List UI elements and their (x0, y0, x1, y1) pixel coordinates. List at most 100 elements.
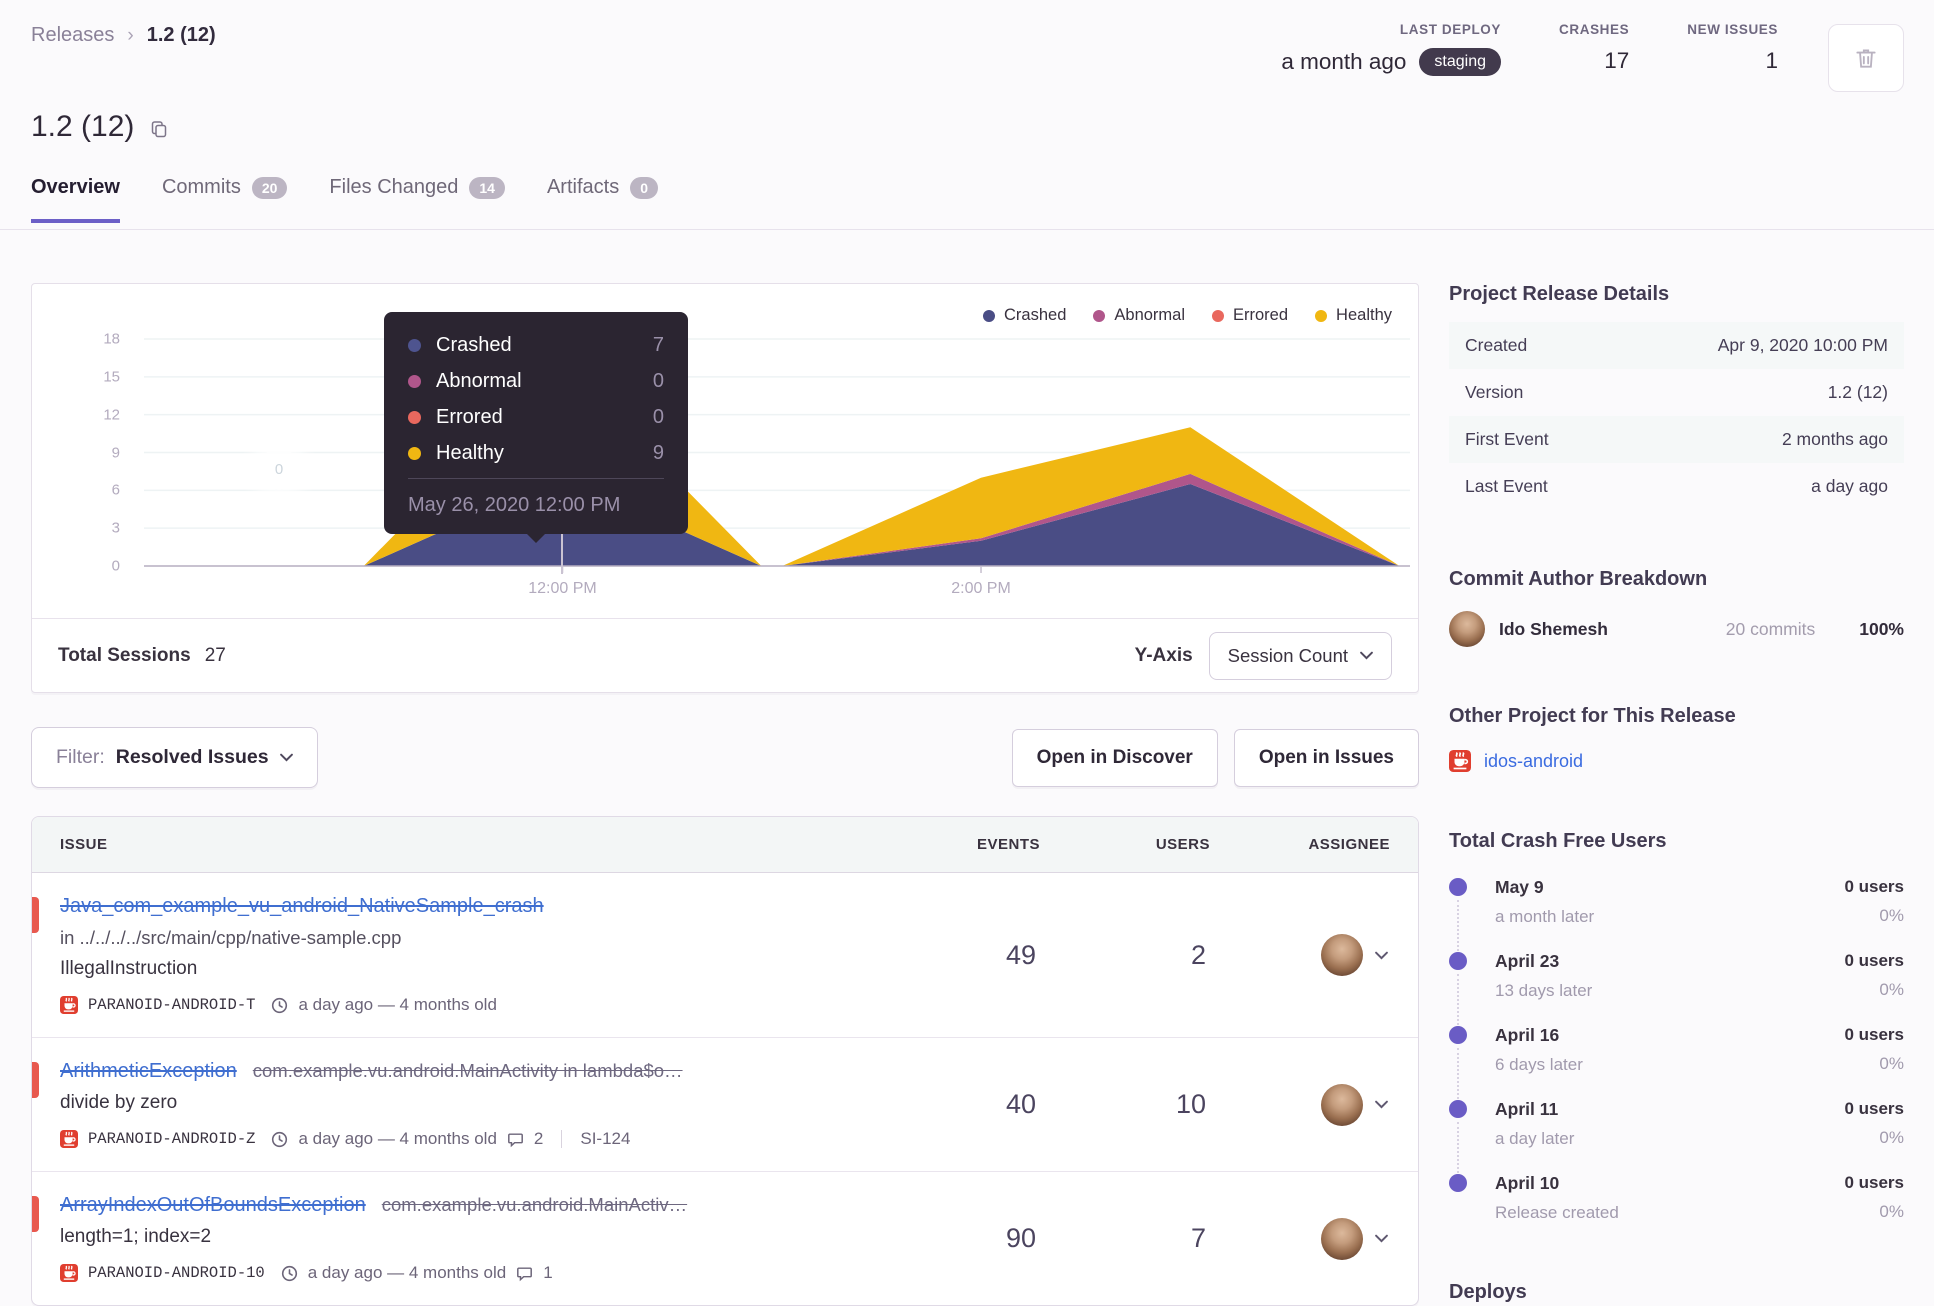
project-release-details-section: Project Release Details Created Apr 9, 20… (1449, 283, 1904, 510)
y-tick-label: 3 (111, 519, 120, 537)
header-stats: LAST DEPLOY a month ago staging CRASHES … (1281, 22, 1904, 92)
legend-label: Crashed (1004, 306, 1067, 324)
tooltip-date: May 26, 2020 12:00 PM (408, 478, 664, 517)
crash-free-date: May 9 (1495, 877, 1544, 897)
timeline-dot-icon (1449, 878, 1467, 896)
sessions-chart: Crashed Abnormal Errored Healthy 0 3 6 9 12 15 18… (32, 296, 1418, 618)
open-in-issues-button[interactable]: Open in Issues (1233, 728, 1419, 787)
legend-item-healthy[interactable]: Healthy (1315, 306, 1392, 325)
users-count: 10 (1175, 1089, 1206, 1119)
chevron-down-icon (1375, 1234, 1388, 1243)
stat-value: 1 (1765, 48, 1778, 73)
assignee-dropdown[interactable] (1210, 1194, 1390, 1283)
timeline-dot-icon (1449, 1100, 1467, 1118)
events-count: 40 (1005, 1089, 1036, 1119)
comment-count: 1 (543, 1263, 553, 1282)
tooltip-rows: Crashed 7 Abnormal 0 Errored 0 Healthy 9 (408, 334, 664, 465)
crash-free-item: April 23 13 days later 0 users 0% (1449, 951, 1904, 1025)
project-slug: PARANOID-ANDROID-T (88, 996, 256, 1014)
column-assignee: ASSIGNEE (1308, 836, 1390, 853)
issue-title-link[interactable]: Java_com_example_vu_android_NativeSample… (60, 895, 544, 917)
users-count: 2 (1190, 939, 1206, 970)
meta-divider (561, 1130, 563, 1148)
breadcrumb-current: 1.2 (12) (146, 24, 216, 46)
detail-label: Version (1465, 382, 1524, 402)
chart-legend: Crashed Abnormal Errored Healthy (983, 306, 1392, 325)
issue-cell: ArithmeticException com.example.vu.androi… (60, 1060, 870, 1149)
crash-free-users: 0 users (1844, 1099, 1904, 1118)
tabs-divider (0, 229, 1934, 230)
crash-free-date: April 11 (1495, 1099, 1559, 1119)
issue-title-link[interactable]: ArrayIndexOutOfBoundsException (60, 1194, 366, 1216)
column-events: EVENTS (976, 836, 1040, 853)
issue-culprit: com.example.vu.android.MainActivity in l… (252, 1060, 683, 1081)
crash-free-users: 0 users (1844, 877, 1904, 896)
other-project-name: idos-android (1484, 750, 1584, 771)
crash-free-percent: 0% (1879, 980, 1904, 999)
tooltip-series-label: Healthy (436, 442, 504, 464)
issue-annotation: SI-124 (580, 1129, 631, 1148)
crash-free-relative: 6 days later (1495, 1055, 1583, 1074)
assignee-dropdown[interactable] (1210, 895, 1390, 1015)
crash-free-item-right: 0 users 0% (1844, 1099, 1904, 1149)
detail-value: 1.2 (12) (1827, 382, 1888, 402)
detail-row-last-event: Last Event a day ago (1449, 463, 1904, 510)
legend-item-abnormal[interactable]: Abnormal (1093, 306, 1185, 325)
chart-axis-pointer (561, 522, 563, 574)
tooltip-series-dot (408, 447, 421, 460)
tab-commits[interactable]: Commits 20 (162, 176, 288, 223)
tooltip-row-errored: Errored 0 (408, 406, 664, 429)
legend-item-crashed[interactable]: Crashed (983, 306, 1066, 325)
chevron-down-icon (1375, 1234, 1388, 1243)
detail-label: Created (1465, 335, 1528, 355)
issue-culprit: in ../../../../src/main/cpp/native-sampl… (60, 927, 402, 948)
filter-label: Filter: (56, 746, 105, 768)
legend-item-errored[interactable]: Errored (1212, 306, 1288, 325)
issues-toolbar: Filter: Resolved Issues Open in Discover… (31, 727, 1419, 788)
issue-title-link[interactable]: ArithmeticException (60, 1060, 237, 1082)
issue-message: length=1; index=2 (60, 1226, 212, 1247)
staging-badge: staging (1419, 48, 1502, 76)
y-tick-label: 6 (111, 481, 120, 499)
column-users: USERS (1155, 836, 1210, 853)
y-tick-label: 0 (111, 557, 120, 575)
issues-filter-dropdown[interactable]: Filter: Resolved Issues (31, 727, 318, 788)
copy-version-button[interactable] (149, 119, 169, 139)
crash-free-item-right: 0 users 0% (1844, 951, 1904, 1001)
tab-count-badge: 20 (251, 176, 288, 199)
timeline-dot-icon (1449, 952, 1467, 970)
crash-free-item: April 16 6 days later 0 users 0% (1449, 1025, 1904, 1099)
y-axis-select[interactable]: Session Count (1208, 631, 1392, 680)
breadcrumb-releases-link[interactable]: Releases (31, 24, 115, 46)
tooltip-series-label: Errored (436, 406, 503, 428)
crash-free-item-left: April 16 6 days later (1495, 1025, 1583, 1075)
comment-icon (516, 1265, 533, 1282)
section-title: Other Project for This Release (1449, 705, 1736, 727)
stat-value: a month ago (1281, 49, 1407, 74)
tab-label: Overview (31, 176, 120, 198)
java-project-icon (60, 1264, 78, 1282)
issue-age: a day ago — 4 months old (298, 1129, 497, 1148)
tab-overview[interactable]: Overview (31, 176, 120, 223)
tooltip-row-abnormal: Abnormal 0 (408, 370, 664, 393)
tab-count-badge: 14 (469, 176, 505, 199)
detail-label: Last Event (1465, 476, 1548, 496)
legend-dot-icon (983, 309, 996, 322)
timeline-dot-icon (1449, 1026, 1467, 1044)
total-sessions-value: 27 (204, 644, 226, 666)
issue-row: ArrayIndexOutOfBoundsException com.exampl… (32, 1171, 1418, 1305)
tooltip-series-value: 7 (652, 334, 664, 356)
tooltip-row-crashed: Crashed 7 (408, 334, 664, 357)
stat-last-deploy: LAST DEPLOY a month ago staging (1281, 22, 1502, 76)
filter-value: Resolved Issues (115, 746, 269, 768)
crash-free-item-right: 0 users 0% (1844, 1025, 1904, 1075)
java-project-icon (1449, 750, 1471, 772)
open-in-discover-button[interactable]: Open in Discover (1011, 728, 1218, 787)
issues-table-header: ISSUE EVENTS USERS ASSIGNEE (32, 817, 1418, 873)
assignee-dropdown[interactable] (1210, 1060, 1390, 1149)
other-project-link[interactable]: idos-android (1449, 750, 1904, 772)
delete-release-button[interactable] (1828, 24, 1904, 92)
tab-artifacts[interactable]: Artifacts 0 (547, 176, 659, 223)
tab-files-changed[interactable]: Files Changed 14 (329, 176, 505, 223)
total-sessions-label: Total Sessions (58, 644, 191, 666)
